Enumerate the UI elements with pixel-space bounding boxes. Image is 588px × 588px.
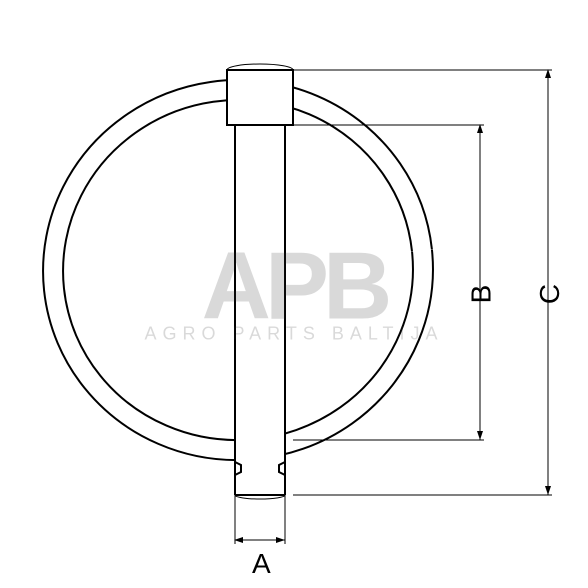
dimension-label-a: A: [252, 548, 271, 580]
technical-drawing: [0, 0, 588, 588]
dimension-label-b: B: [465, 285, 497, 304]
dimension-label-c: C: [534, 284, 566, 304]
